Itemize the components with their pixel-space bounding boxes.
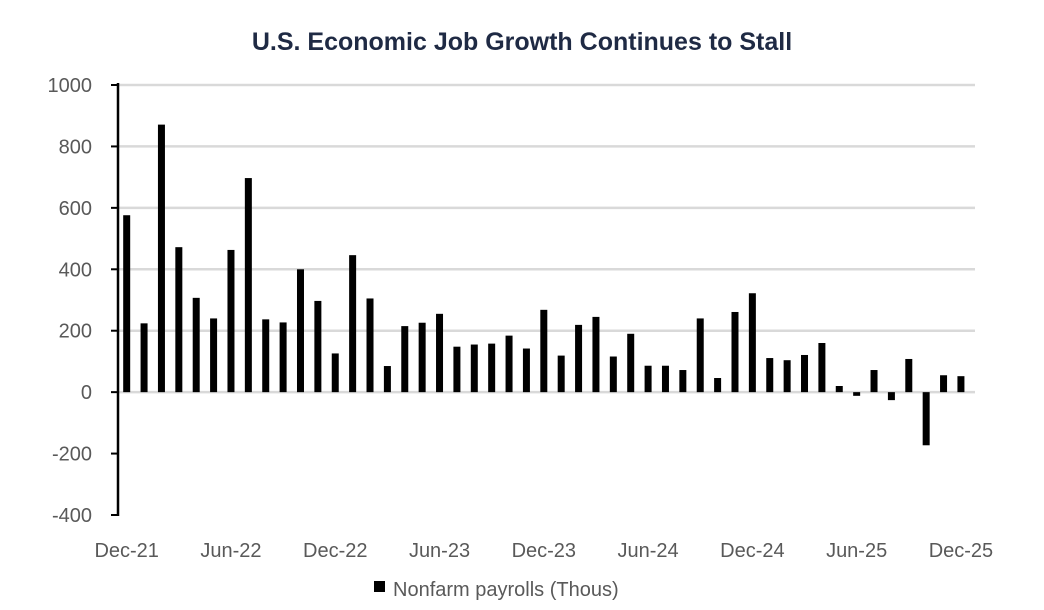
y-axis: -400 -200 0 200 400 600 800 1000 xyxy=(48,75,120,527)
bar-Feb-23 xyxy=(366,298,374,393)
bar-May-25 xyxy=(835,386,843,393)
y-tick-label: 800 xyxy=(59,136,92,158)
bar-Jun-22 xyxy=(227,249,235,393)
bar-Nov-23 xyxy=(522,348,530,393)
bar-Dec-23 xyxy=(540,309,548,393)
x-tick-label: Dec-25 xyxy=(929,540,993,562)
x-tick-label: Dec-24 xyxy=(720,540,784,562)
bar-Mar-23 xyxy=(383,366,391,393)
bar-Sep-22 xyxy=(279,322,287,393)
legend-label: Nonfarm payrolls (Thous) xyxy=(393,579,619,601)
chart-title: U.S. Economic Job Growth Continues to St… xyxy=(252,28,792,56)
bar-Jul-24 xyxy=(661,365,669,393)
bar-Apr-24 xyxy=(609,356,617,393)
bar-Aug-22 xyxy=(262,319,270,393)
bar-Sep-23 xyxy=(488,343,496,393)
bar-Jun-25 xyxy=(853,392,861,396)
bar-May-22 xyxy=(210,318,218,393)
bar-Dec-25 xyxy=(957,376,965,393)
bar-Jul-22 xyxy=(244,178,252,393)
bar-Oct-25 xyxy=(922,392,930,446)
bar-Oct-22 xyxy=(296,269,304,393)
bar-Aug-25 xyxy=(887,392,895,401)
bar-Jun-24 xyxy=(644,365,652,393)
x-tick-label: Dec-23 xyxy=(512,540,576,562)
x-axis: Dec-21 Jun-22 Dec-22 Jun-23 Dec-23 Jun-24 Dec-… xyxy=(94,540,993,562)
bar-Jan-23 xyxy=(349,255,357,393)
y-tick-label: -400 xyxy=(52,505,92,527)
y-tick-label: 600 xyxy=(59,198,92,220)
bar-Nov-25 xyxy=(940,375,948,393)
legend-swatch xyxy=(374,581,385,592)
bar-Feb-25 xyxy=(783,360,791,393)
y-tick-label: 0 xyxy=(81,382,92,404)
bar-Jul-23 xyxy=(453,346,461,393)
x-tick-label: Jun-22 xyxy=(200,540,261,562)
bar-Sep-25 xyxy=(905,358,913,393)
x-tick-label: Jun-25 xyxy=(826,540,887,562)
bar-Apr-25 xyxy=(818,343,826,393)
bar-Jul-25 xyxy=(870,370,878,393)
bar-Jun-23 xyxy=(436,313,444,393)
y-tick-label: -200 xyxy=(52,444,92,466)
bar-Aug-23 xyxy=(470,344,478,393)
bar-Dec-24 xyxy=(748,293,756,393)
bar-Jan-25 xyxy=(766,358,774,393)
bar-Feb-22 xyxy=(157,124,165,393)
x-tick-label: Jun-24 xyxy=(618,540,679,562)
bar-Dec-21 xyxy=(123,215,131,393)
bar-Nov-24 xyxy=(731,311,739,393)
bar-Jan-24 xyxy=(557,355,565,393)
x-tick-label: Jun-23 xyxy=(409,540,470,562)
bar-Sep-24 xyxy=(696,318,704,393)
x-tick-label: Dec-21 xyxy=(94,540,158,562)
bar-Oct-24 xyxy=(714,378,722,393)
bar-Mar-25 xyxy=(801,354,809,393)
bar-Apr-22 xyxy=(192,297,200,393)
bar-Dec-22 xyxy=(331,353,339,393)
bar-Nov-22 xyxy=(314,300,322,393)
bar-Oct-23 xyxy=(505,335,513,393)
bar-Mar-22 xyxy=(175,247,183,393)
bar-Jan-22 xyxy=(140,323,148,393)
y-tick-label: 1000 xyxy=(48,75,93,97)
bar-Feb-24 xyxy=(575,324,583,393)
legend: Nonfarm payrolls (Thous) xyxy=(374,579,619,601)
y-tick-label: 400 xyxy=(59,259,92,281)
bar-Apr-23 xyxy=(401,326,409,393)
y-tick-label: 200 xyxy=(59,321,92,343)
bar-Aug-24 xyxy=(679,370,687,393)
x-tick-label: Dec-22 xyxy=(303,540,367,562)
bar-May-23 xyxy=(418,322,426,393)
bar-Mar-24 xyxy=(592,316,600,393)
bars xyxy=(123,124,965,446)
bar-May-24 xyxy=(627,333,635,393)
